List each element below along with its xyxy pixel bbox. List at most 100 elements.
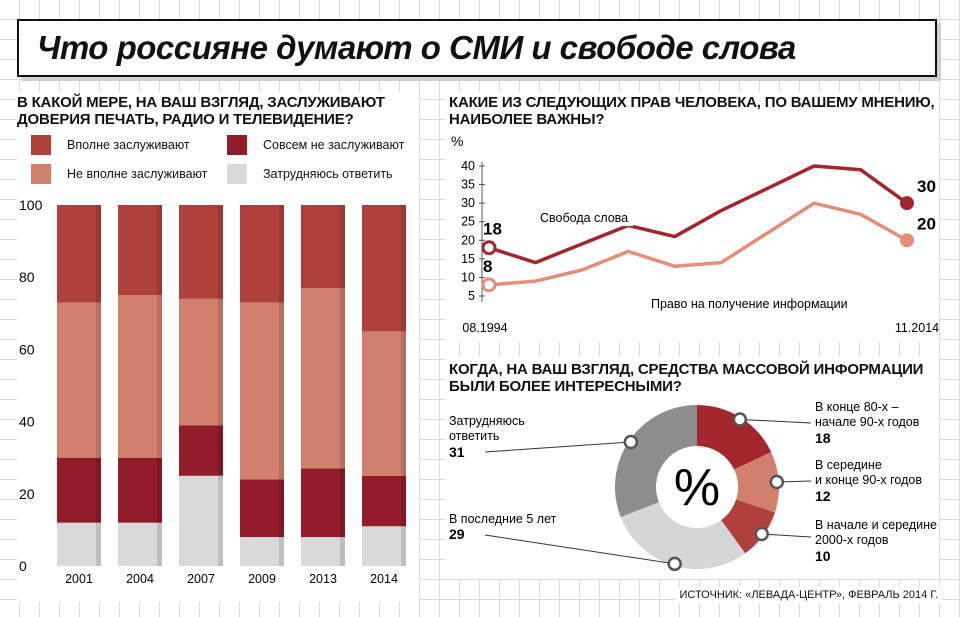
y-axis-unit: % (451, 133, 463, 149)
series-name-bg (648, 295, 854, 312)
bar-chart: 0 20 40 60 80 100 2001 2004 2007 2009 2013 2014 (19, 197, 406, 586)
bar-shade (340, 288, 345, 469)
slice-value: 10 (815, 548, 831, 564)
slice-label: ответить (449, 429, 499, 443)
bar-shade (218, 298, 223, 426)
slice-label: 2000-х годов (815, 533, 889, 547)
series-name-label: Право на получение информации (651, 297, 848, 311)
bar-segment (179, 425, 223, 476)
x-tick-label: 2001 (65, 572, 93, 586)
series-start-label: 18 (483, 220, 502, 239)
pie-heading-line1: КОГДА, НА ВАШ ВЗГЛЯД, СРЕДСТВА МАССОВОЙ … (449, 361, 924, 378)
bar-heading-line2: ДОВЕРИЯ ПЕЧАТЬ, РАДИО И ТЕЛЕВИДЕНИЕ? (17, 111, 354, 128)
bar-segment (240, 302, 284, 480)
callout-line (739, 418, 812, 424)
y-tick-label: 35 (461, 178, 475, 192)
slice-label: и конце 90-х годов (815, 473, 922, 487)
bar-shade (96, 302, 101, 458)
bar-shade (279, 537, 284, 566)
slice-label: В последние 5 лет (449, 512, 557, 526)
y-tick-label: 60 (19, 341, 35, 357)
series-line (488, 201, 908, 287)
series-end-point (900, 233, 914, 248)
title-box: Что россияне думают о СМИ и свободе слов… (17, 19, 937, 77)
bar-segment (240, 205, 284, 303)
bar-segment (179, 205, 223, 299)
bar-segment (179, 475, 223, 566)
line-heading-line2: НАИБОЛЕЕ ВАЖНЫ? (449, 111, 605, 128)
legend-swatch-not-at-all (227, 135, 247, 155)
line-panel: КАКИЕ ИЗ СЛЕДУЮЩИХ ПРАВ ЧЕЛОВЕКА, ПО ВАШ… (445, 92, 939, 342)
bar-shade (401, 205, 406, 332)
bar-shade (340, 205, 345, 289)
donut-hole (657, 447, 737, 527)
bar-segment (57, 302, 101, 458)
bar-shade (218, 205, 223, 299)
x-tick-label: 2014 (370, 572, 398, 586)
donut-slice (721, 499, 775, 554)
bar-segment (362, 205, 406, 332)
x-tick-label: 2004 (126, 572, 154, 586)
bar-shade (96, 457, 101, 523)
callout-line (484, 534, 675, 565)
x-tick-label: 2009 (248, 572, 276, 586)
series-name-bg (537, 209, 633, 226)
bar-segment (118, 295, 162, 458)
bar-segment (301, 468, 345, 538)
legend-label-not-fully: Не вполне заслуживают (67, 167, 208, 181)
series-end-label: 20 (917, 214, 936, 233)
callout-line (484, 441, 631, 453)
y-tick-label: 25 (461, 215, 475, 229)
line-heading-line1: КАКИЕ ИЗ СЛЕДУЮЩИХ ПРАВ ЧЕЛОВЕКА, ПО ВАШ… (449, 94, 935, 111)
slice-label: начале 90-х годов (815, 415, 920, 429)
slice-label: Затрудняюсь (449, 414, 525, 428)
bar-heading: В КАКОЙ МЕРЕ, НА ВАШ ВЗГЛЯД, ЗАСЛУЖИВАЮТ… (17, 94, 385, 128)
bar-shade (340, 468, 345, 538)
series-name-label: Свобода слова (540, 211, 628, 225)
bar-shade (218, 425, 223, 476)
bar-shade (401, 526, 406, 566)
series-start-point (481, 277, 497, 293)
pie-heading: КОГДА, НА ВАШ ВЗГЛЯД, СРЕДСТВА МАССОВОЙ … (449, 361, 923, 395)
bar-segment (240, 479, 284, 538)
bar-heading-line1: В КАКОЙ МЕРЕ, НА ВАШ ВЗГЛЯД, ЗАСЛУЖИВАЮТ (17, 94, 385, 111)
callout-marker (623, 434, 639, 450)
callout-marker (732, 412, 748, 427)
x-end-label: 11.2014 (895, 321, 939, 335)
bar-segment (301, 205, 345, 289)
bar-segment (179, 298, 223, 426)
slice-value: 29 (449, 526, 465, 542)
x-start-label: 08.1994 (462, 321, 507, 335)
bar-shade (279, 302, 284, 480)
line-heading: КАКИЕ ИЗ СЛЕДУЮЩИХ ПРАВ ЧЕЛОВЕКА, ПО ВАШ… (449, 94, 935, 128)
x-tick-label: 2013 (309, 572, 337, 586)
y-tick-label: 40 (461, 159, 475, 173)
y-tick-label: 10 (461, 270, 475, 284)
legend-swatch-not-fully (31, 164, 51, 184)
donut-slice (697, 405, 772, 470)
callout-marker (667, 556, 682, 572)
callout-marker (769, 474, 785, 490)
bar-segment (57, 522, 101, 566)
bar-shade (96, 522, 101, 566)
bar-shade (218, 475, 223, 566)
source-note: ИСТОЧНИК: «ЛЕВАДА-ЦЕНТР», ФЕВРАЛЬ 2014 Г… (675, 587, 942, 603)
bar-shade (340, 537, 345, 566)
bar-segment (57, 457, 101, 523)
bar-shade (401, 475, 406, 527)
bar-shade (157, 295, 162, 458)
legend-swatch-fully (31, 135, 51, 155)
bar-shade (279, 479, 284, 538)
y-tick-label: 40 (19, 414, 35, 430)
bar-segment (118, 457, 162, 523)
bar-segment (362, 475, 406, 527)
y-tick-label: 80 (19, 269, 35, 285)
legend-label-fully: Вполне заслуживают (67, 138, 190, 152)
page-title: Что россияне думают о СМИ и свободе слов… (37, 29, 796, 66)
series-end-label: 30 (917, 177, 936, 196)
y-tick-label: 0 (19, 558, 27, 574)
bar-panel: В КАКОЙ МЕРЕ, НА ВАШ ВЗГЛЯД, ЗАСЛУЖИВАЮТ… (17, 92, 419, 602)
series-end-point (900, 196, 914, 211)
